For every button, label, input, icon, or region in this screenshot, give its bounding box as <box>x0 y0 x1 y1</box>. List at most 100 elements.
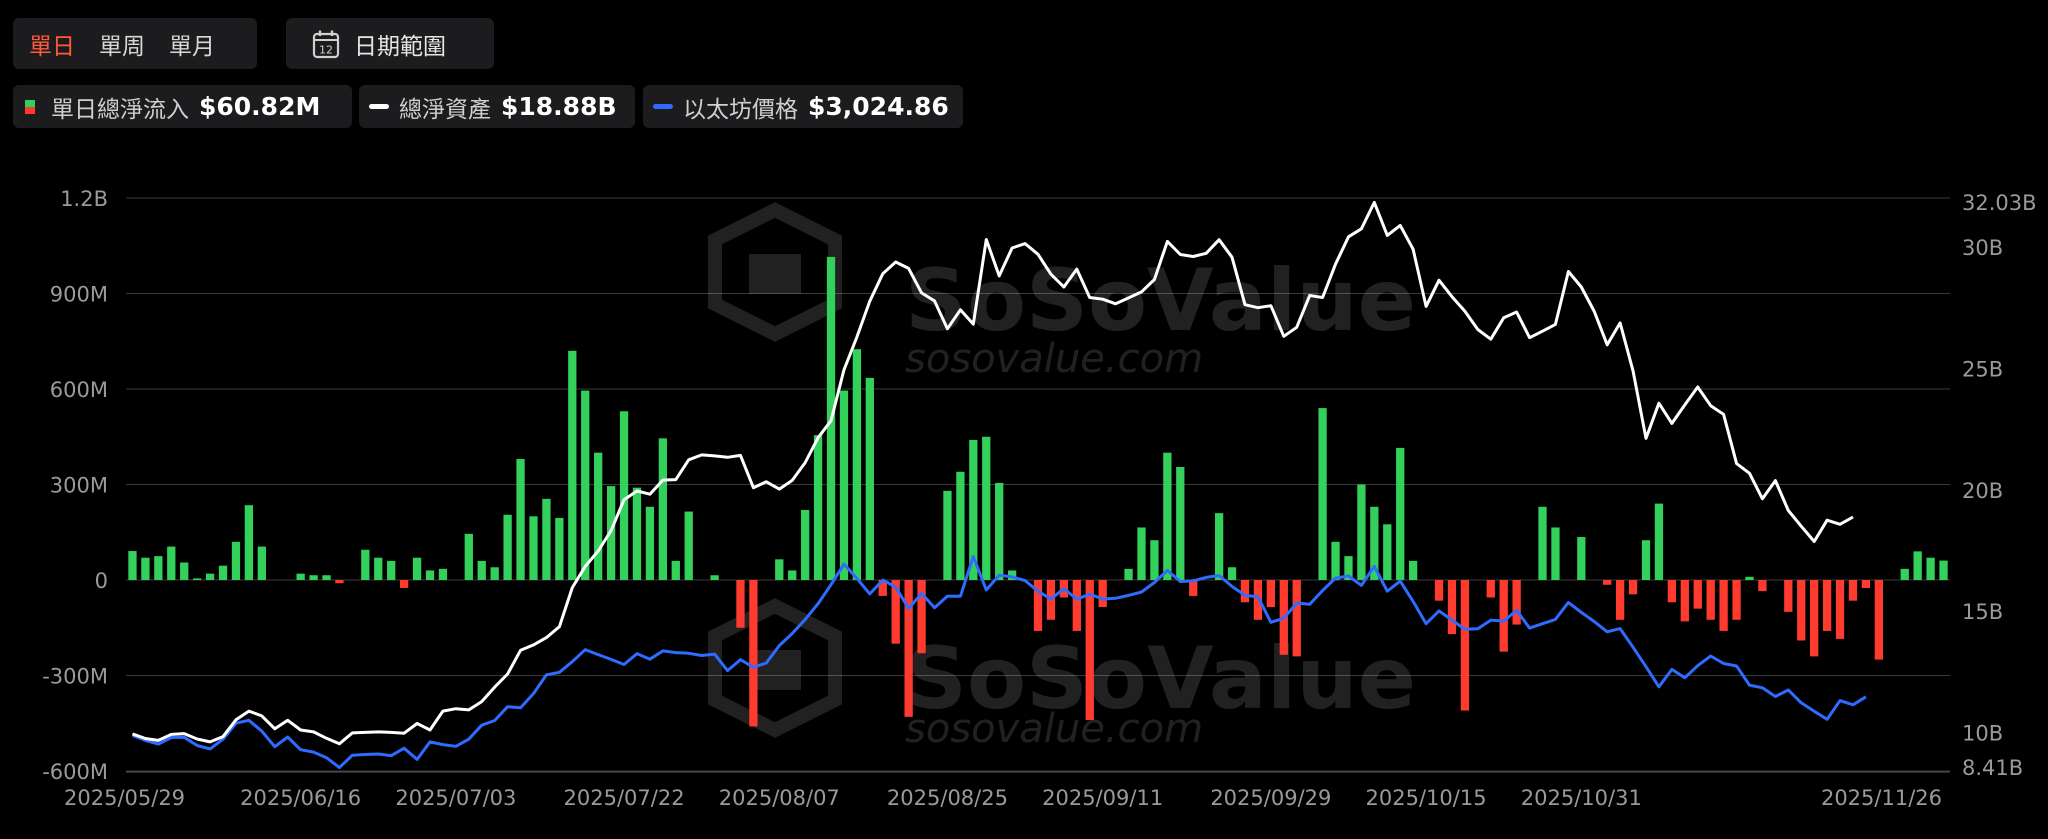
x-axis-tick-label: 2025/05/29 <box>64 786 185 810</box>
net-inflow-bar <box>982 436 991 580</box>
net-inflow-bar <box>1577 537 1586 580</box>
right-axis-tick-label: 8.41B <box>1962 756 2023 780</box>
x-axis-tick-label: 2025/11/26 <box>1821 786 1942 810</box>
net-inflow-bar <box>671 560 680 580</box>
left-axis-tick-label: -300M <box>42 665 108 689</box>
left-axis-tick-label: 0 <box>95 569 108 593</box>
tab-monthly[interactable]: 單月 <box>169 33 215 60</box>
net-inflow-bar <box>193 578 202 580</box>
legend-total-assets-label: 總淨資產 <box>399 96 491 123</box>
legend-eth-price[interactable]: 以太坊價格 $3,024.86 <box>643 85 963 128</box>
x-axis-tick-label: 2025/09/29 <box>1210 786 1331 810</box>
net-inflow-bar <box>374 557 383 580</box>
net-inflow-bar <box>1745 576 1754 580</box>
left-axis-tick-label: 600M <box>50 378 108 402</box>
net-inflow-bar <box>477 560 486 580</box>
net-inflow-bar <box>1784 580 1793 612</box>
legend-total-assets[interactable]: 總淨資產 $18.88B <box>359 85 635 128</box>
tab-weekly[interactable]: 單周 <box>99 33 145 60</box>
net-inflow-bar <box>180 562 189 580</box>
net-inflow-bar <box>749 580 758 727</box>
net-inflow-bar <box>1266 580 1275 608</box>
legend-net-inflow-value: $60.82M <box>199 92 321 121</box>
sosovalue-logo-icon <box>708 202 842 342</box>
net-inflow-bar <box>1137 527 1146 580</box>
left-axis-tick-label: -600M <box>42 760 108 784</box>
x-axis-tick-label: 2025/09/11 <box>1042 786 1163 810</box>
tab-daily[interactable]: 單日 <box>29 33 75 60</box>
net-inflow-bar <box>387 560 396 580</box>
net-inflow-bar <box>425 570 435 580</box>
net-inflow-bar <box>1732 580 1741 620</box>
net-inflow-bar <box>1758 580 1767 592</box>
left-axis-tick-label: 300M <box>50 474 108 498</box>
net-inflow-bar <box>1383 524 1392 580</box>
net-inflow-bar <box>1939 560 1948 580</box>
axis-labels: 1.2B 900M 600M 300M 0 -300M -600M 32.03B 30B 25B 2… <box>42 187 2036 810</box>
legend-eth-price-value: $3,024.86 <box>808 92 949 121</box>
x-axis-tick-label: 2025/06/16 <box>240 786 361 810</box>
net-inflow-bar <box>568 350 577 580</box>
net-inflow-bar <box>399 580 409 588</box>
net-inflow-bar <box>865 377 874 580</box>
right-axis-tick-label: 30B <box>1962 236 2003 260</box>
net-inflow-bar <box>1163 452 1172 580</box>
net-inflow-bar <box>839 390 849 580</box>
watermark: SoSoValue sosovalue.com SoSoValue sosova… <box>708 202 1416 752</box>
net-inflow-bar <box>1434 580 1444 601</box>
net-inflow-bar <box>1007 570 1017 580</box>
net-inflow-bar <box>1331 541 1340 580</box>
net-inflow-bar <box>736 580 745 628</box>
net-inflow-bar <box>594 452 603 580</box>
net-inflow-bar <box>1396 447 1405 580</box>
net-inflow-bar <box>1447 580 1457 635</box>
net-inflow-bar <box>1214 513 1224 580</box>
net-inflow-bar <box>645 506 655 580</box>
net-inflow-bar <box>1512 580 1521 625</box>
net-inflow-bar <box>1098 580 1107 608</box>
net-inflow-bar <box>878 580 887 596</box>
net-inflow-bar <box>490 567 499 580</box>
series-lines <box>131 200 1867 770</box>
net-inflow-bar <box>412 557 422 580</box>
date-range-button[interactable]: 12 日期範圍 <box>286 18 494 69</box>
net-inflow-bar <box>904 580 913 717</box>
x-axis-tick-label: 2025/07/03 <box>395 786 516 810</box>
net-inflow-bar <box>555 517 564 580</box>
net-inflow-bar <box>1460 580 1470 711</box>
net-inflow-bar <box>943 490 952 580</box>
inflow-swatch-icon <box>25 99 35 114</box>
net-inflow-bar <box>1292 580 1301 657</box>
net-inflow-bar <box>1861 580 1871 588</box>
net-inflow-bar <box>1085 580 1094 721</box>
net-inflow-bar <box>619 411 629 580</box>
right-axis-tick-label: 25B <box>1962 358 2003 382</box>
net-inflow-bar <box>1654 503 1664 580</box>
eth-price-line <box>131 555 1867 770</box>
net-inflow-bar <box>1797 580 1806 641</box>
left-axis-tick-label: 1.2B <box>60 187 108 211</box>
net-inflow-bar <box>205 573 215 580</box>
net-inflow-bar <box>1486 580 1495 598</box>
net-inflow-bar <box>361 549 370 580</box>
net-inflow-bar <box>257 546 266 580</box>
net-inflow-bar <box>244 505 254 580</box>
net-inflow-bar <box>658 438 667 580</box>
net-inflow-bar <box>1357 484 1366 580</box>
net-inflow-bar <box>1874 580 1883 660</box>
net-inflow-bar <box>1848 580 1858 601</box>
svg-text:12: 12 <box>319 43 333 56</box>
net-inflow-bar <box>1926 557 1935 580</box>
watermark-brand-2: SoSoValue <box>905 629 1416 729</box>
net-inflow-bar <box>464 533 473 580</box>
net-inflow-bar <box>581 390 590 580</box>
legend-net-inflow[interactable]: 單日總淨流入 $60.82M <box>13 85 352 128</box>
x-axis-tick-label: 2025/10/31 <box>1521 786 1642 810</box>
net-inflow-bar <box>529 516 538 580</box>
net-inflow-bar <box>309 575 318 580</box>
net-inflow-bar <box>1719 580 1728 631</box>
assets-swatch-icon <box>369 104 389 109</box>
calendar-icon: 12 <box>312 30 340 58</box>
net-inflow-bar <box>1822 580 1832 631</box>
